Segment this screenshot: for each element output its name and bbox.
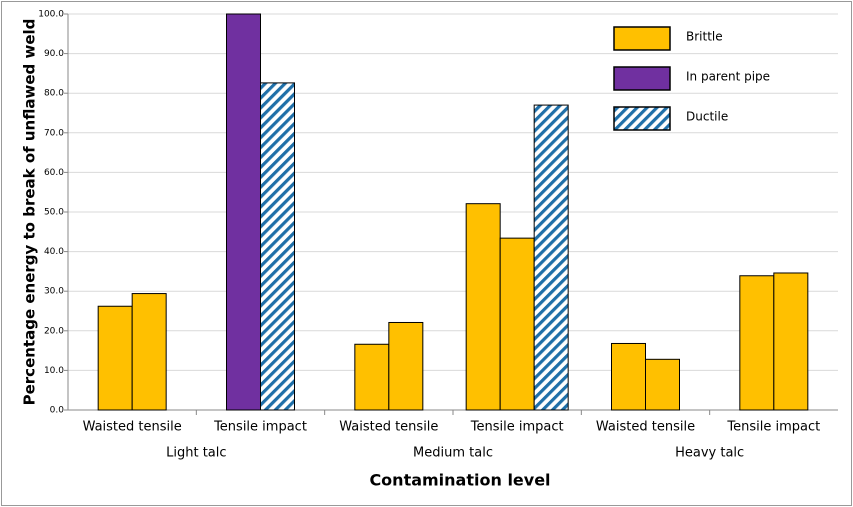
y-tick-label: 60.0: [44, 168, 64, 178]
group-label: Light talc: [166, 446, 226, 461]
bar: [533, 104, 569, 411]
y-tick-label: 100.0: [38, 10, 64, 20]
legend-label: Brittle: [686, 30, 723, 44]
legend-label: In parent pipe: [686, 70, 770, 84]
y-tick-label: 90.0: [44, 49, 64, 59]
legend-swatch: [613, 66, 671, 91]
legend-label: Ductile: [686, 110, 728, 124]
y-tick-label: 80.0: [44, 89, 64, 99]
x-tick-label: Waisted tensile: [339, 420, 438, 435]
y-tick-label: 50.0: [44, 208, 64, 218]
bar: [465, 203, 501, 411]
y-axis-title: Percentage energy to break of unflawed w…: [21, 19, 39, 406]
group-label: Medium talc: [413, 446, 493, 461]
bar: [354, 343, 390, 411]
x-tick-label: Waisted tensile: [596, 420, 695, 435]
x-tick-label: Tensile impact: [470, 420, 564, 435]
x-tick-label: Tensile impact: [213, 420, 307, 435]
y-tick-label: 40.0: [44, 247, 64, 257]
x-tick-label: Tensile impact: [726, 420, 820, 435]
bar: [388, 321, 424, 411]
y-tick-label: 70.0: [44, 128, 64, 138]
bar: [645, 358, 680, 411]
group-label: Heavy talc: [675, 446, 744, 461]
legend-swatch: [613, 106, 671, 131]
y-tick-label: 10.0: [44, 366, 64, 376]
bar: [499, 237, 535, 411]
bar: [611, 342, 646, 411]
bar: [739, 275, 775, 411]
bar: [260, 82, 295, 411]
x-tick-label: Waisted tensile: [83, 420, 182, 435]
y-tick-label: 0.0: [50, 406, 65, 416]
y-tick-label: 20.0: [44, 326, 64, 336]
legend-swatch: [613, 26, 671, 51]
y-tick-label: 30.0: [44, 287, 64, 297]
bar: [773, 272, 809, 411]
bar: [131, 293, 167, 411]
bar: [226, 13, 261, 411]
bar: [97, 305, 133, 411]
x-axis-title: Contamination level: [369, 471, 550, 490]
